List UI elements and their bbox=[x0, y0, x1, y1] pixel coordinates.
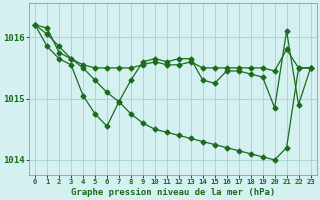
X-axis label: Graphe pression niveau de la mer (hPa): Graphe pression niveau de la mer (hPa) bbox=[71, 188, 275, 197]
